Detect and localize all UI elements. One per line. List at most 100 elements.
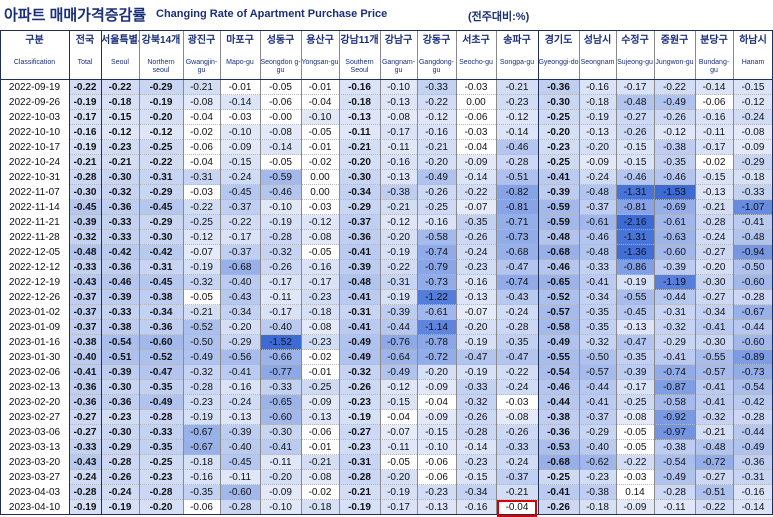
value-cell: -0.81 xyxy=(496,200,538,215)
value-cell: -0.15 xyxy=(695,170,733,185)
column-header-english: Songpa-gu xyxy=(499,59,535,66)
value-cell: -0.21 xyxy=(496,80,538,95)
value-cell: -0.49 xyxy=(654,95,695,110)
value-cell: -0.63 xyxy=(654,230,695,245)
value-cell: -0.32 xyxy=(183,275,220,290)
value-cell: -0.25 xyxy=(139,140,183,155)
value-cell: -0.60 xyxy=(733,335,773,350)
value-cell: -0.47 xyxy=(616,335,654,350)
value-cell: -0.71 xyxy=(496,215,538,230)
value-cell: -0.12 xyxy=(417,110,456,125)
value-cell: -0.03 xyxy=(220,110,260,125)
row-date: 2023-02-06 xyxy=(8,367,61,378)
value-cell: -0.22 xyxy=(654,80,695,95)
value-cell: -0.45 xyxy=(139,200,183,215)
value-cell: -0.25 xyxy=(538,110,579,125)
value-cell: -0.15 xyxy=(733,80,773,95)
value-cell: -0.28 xyxy=(456,425,496,440)
title-unit: (전주대비:%) xyxy=(468,11,530,23)
value-cell: -0.69 xyxy=(654,200,695,215)
value-cell: -0.48 xyxy=(339,275,380,290)
value-cell: -0.25 xyxy=(538,155,579,170)
value-cell: -0.58 xyxy=(538,320,579,335)
column-header-seongdon-g-gu: 성동구 Seongdon g-gu xyxy=(260,30,301,80)
value-cell: -0.41 xyxy=(220,365,260,380)
column-header-english: Seongnam xyxy=(580,59,615,66)
value-cell: -0.73 xyxy=(417,275,456,290)
value-cell: -0.37 xyxy=(69,290,101,305)
value-cell: -0.14 xyxy=(260,140,301,155)
row-date: 2023-03-20 xyxy=(8,457,61,468)
value-cell: -0.20 xyxy=(139,500,183,515)
value-cell: -0.13 xyxy=(456,290,496,305)
value-cell: -0.20 xyxy=(139,110,183,125)
column-header-korean: 광진구 xyxy=(187,35,216,46)
value-cell: -0.27 xyxy=(69,425,101,440)
value-cell: -0.22 xyxy=(456,185,496,200)
value-cell: -0.60 xyxy=(139,335,183,350)
column-header-english: Hanam xyxy=(741,59,765,66)
value-cell: -1.53 xyxy=(654,185,695,200)
value-cell: -0.41 xyxy=(695,380,733,395)
column-divider xyxy=(616,30,617,515)
row-date: 2023-01-16 xyxy=(8,337,61,348)
highlighted-cell-box xyxy=(497,500,537,517)
value-cell: -0.62 xyxy=(579,455,616,470)
value-cell: -0.58 xyxy=(654,395,695,410)
value-cell: -0.01 xyxy=(301,140,339,155)
row-date: 2023-01-09 xyxy=(8,322,61,333)
value-cell: -0.13 xyxy=(417,500,456,515)
value-cell: -0.38 xyxy=(654,440,695,455)
value-cell: -0.21 xyxy=(69,155,101,170)
value-cell: -0.01 xyxy=(220,80,260,95)
value-cell: -0.35 xyxy=(654,155,695,170)
value-cell: -0.36 xyxy=(538,80,579,95)
value-cell: -0.92 xyxy=(654,410,695,425)
value-cell: -0.08 xyxy=(733,125,773,140)
value-cell: -0.12 xyxy=(654,125,695,140)
value-cell: -0.10 xyxy=(301,110,339,125)
value-cell: -0.61 xyxy=(579,215,616,230)
value-cell: -0.79 xyxy=(417,260,456,275)
value-cell: -0.46 xyxy=(654,170,695,185)
value-cell: -0.41 xyxy=(695,320,733,335)
value-cell: -0.04 xyxy=(417,395,456,410)
value-cell: -0.37 xyxy=(69,320,101,335)
value-cell: -0.41 xyxy=(339,245,380,260)
value-cell: -0.49 xyxy=(654,470,695,485)
value-cell: -0.29 xyxy=(139,185,183,200)
value-cell: -0.09 xyxy=(616,500,654,515)
value-cell: -0.35 xyxy=(616,350,654,365)
value-cell: -0.60 xyxy=(220,485,260,500)
column-header-english: Seongdon g-gu xyxy=(260,59,301,74)
value-cell: -0.28 xyxy=(69,170,101,185)
value-cell: -0.13 xyxy=(220,410,260,425)
value-cell: -0.68 xyxy=(538,455,579,470)
column-header-korean: 강남11개 xyxy=(340,35,379,46)
value-cell: -0.22 xyxy=(101,80,139,95)
value-cell: -0.21 xyxy=(695,425,733,440)
value-cell: -0.13 xyxy=(380,95,417,110)
value-cell: -0.19 xyxy=(69,95,101,110)
value-cell: -0.17 xyxy=(69,110,101,125)
value-cell: -0.29 xyxy=(139,80,183,95)
value-cell: -0.55 xyxy=(616,290,654,305)
value-cell: -0.08 xyxy=(183,95,220,110)
value-cell: -0.14 xyxy=(456,440,496,455)
value-cell: -0.40 xyxy=(260,320,301,335)
value-cell: -0.12 xyxy=(380,215,417,230)
value-cell: -0.14 xyxy=(496,125,538,140)
title-korean: 아파트 매매가격증감률 xyxy=(4,7,147,24)
value-cell: -0.16 xyxy=(183,470,220,485)
column-header-seongnam: 성남시 Seongnam xyxy=(579,30,616,80)
value-cell: -0.19 xyxy=(456,365,496,380)
column-header-english: Sujeong-gu xyxy=(617,59,653,66)
value-cell: -0.33 xyxy=(456,380,496,395)
value-cell: -0.43 xyxy=(69,455,101,470)
value-cell: -0.22 xyxy=(417,95,456,110)
column-divider xyxy=(183,30,184,515)
value-cell: -0.18 xyxy=(101,95,139,110)
value-cell: -0.33 xyxy=(733,185,773,200)
value-cell: 0.00 xyxy=(301,170,339,185)
value-cell: -0.27 xyxy=(616,110,654,125)
